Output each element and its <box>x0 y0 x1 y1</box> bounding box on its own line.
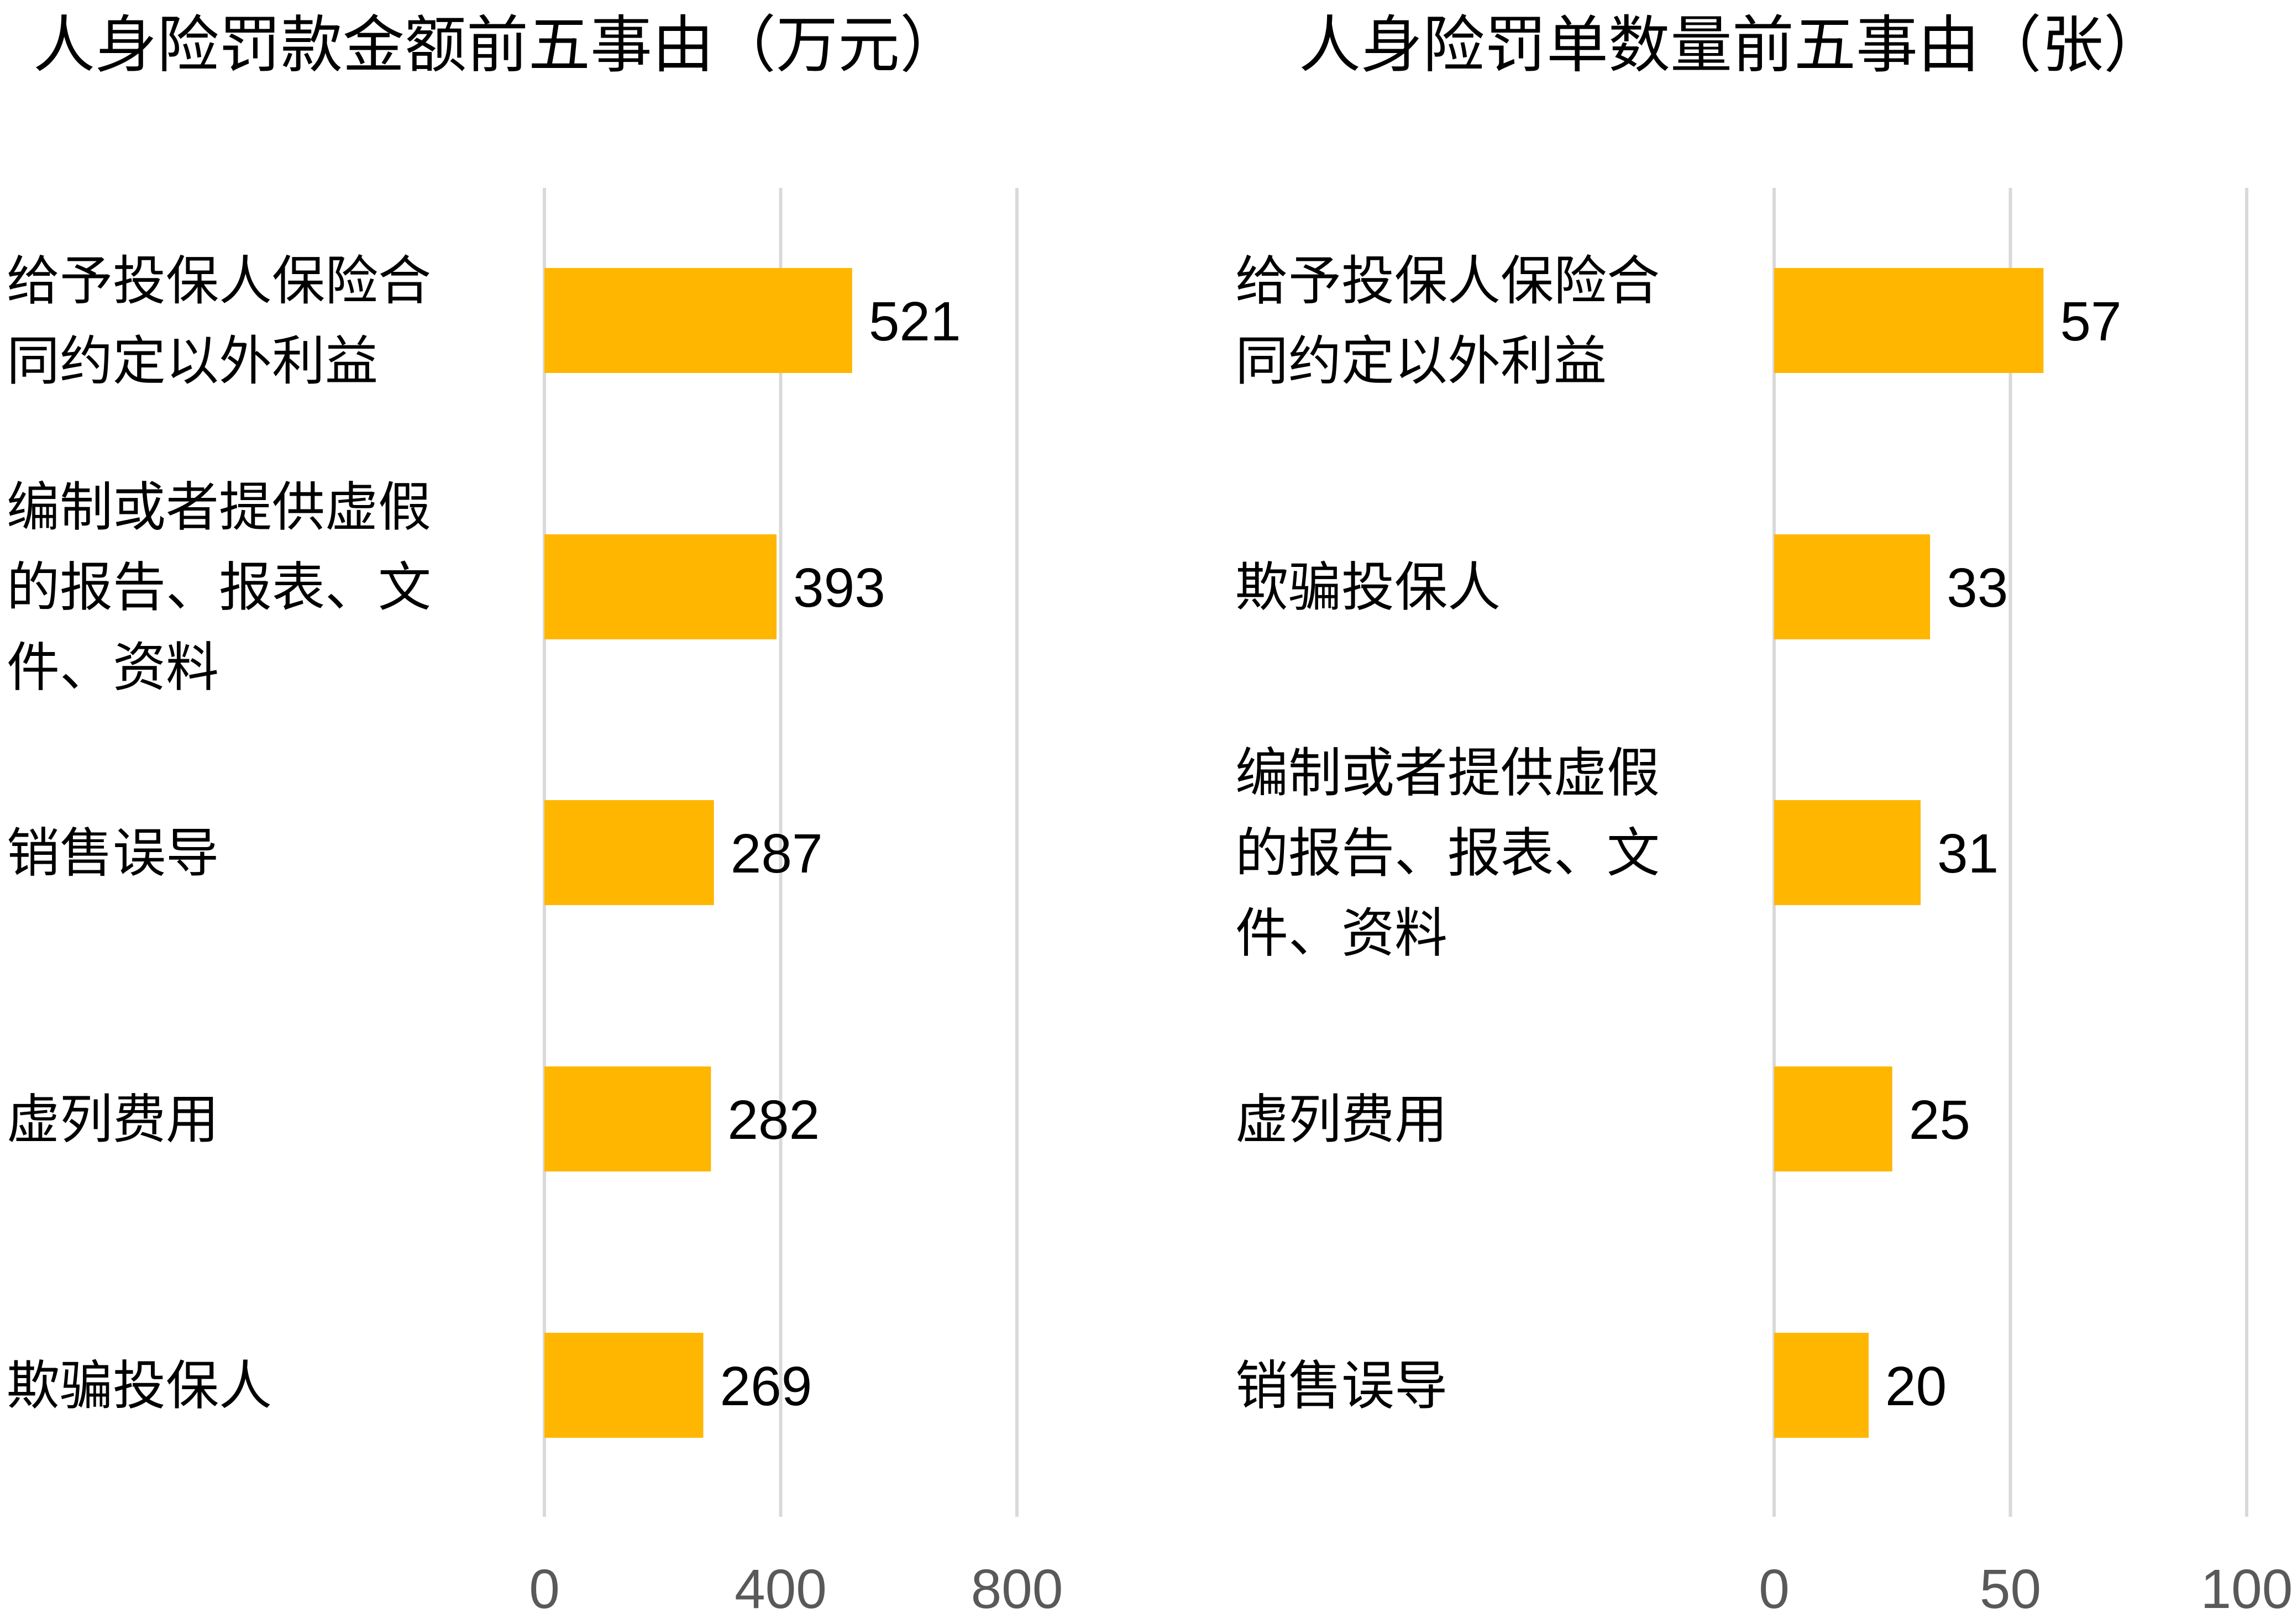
category-label: 销售误导 <box>7 822 219 884</box>
x-tick-label: 800 <box>971 1558 1063 1620</box>
category-label: 的报告、报表、文 <box>7 556 431 618</box>
chart-title: 人身险罚款金额前五事由（万元） <box>33 9 962 81</box>
left-chart-panel: 人身险罚款金额前五事由（万元） 0 400 800 521 给予投保人保险合同约定以外利益… <box>7 9 1063 1620</box>
x-tick-label: 0 <box>529 1558 560 1620</box>
x-tick-label: 100 <box>2201 1558 2292 1620</box>
bar <box>544 800 714 905</box>
bar-value-label: 282 <box>727 1089 820 1151</box>
bar <box>544 268 852 373</box>
bar-value-label: 269 <box>720 1355 812 1417</box>
category-label: 给予投保人保险合 <box>1235 250 1660 312</box>
bar-value-label: 57 <box>2060 291 2121 353</box>
bar-value-label: 33 <box>1947 557 2008 619</box>
category-label: 编制或者提供虚假 <box>7 476 431 538</box>
x-tick-label: 400 <box>735 1558 827 1620</box>
category-label: 编制或者提供虚假 <box>1235 742 1660 804</box>
bar <box>544 1333 704 1438</box>
category-label: 虚列费用 <box>7 1089 219 1150</box>
category-label: 虚列费用 <box>1235 1089 1447 1150</box>
category-label: 件、资料 <box>7 637 219 698</box>
bar-value-label: 521 <box>869 291 961 353</box>
category-label: 给予投保人保险合 <box>7 250 431 312</box>
category-label: 件、资料 <box>1235 902 1447 964</box>
x-tick-label: 0 <box>1759 1558 1790 1620</box>
bar <box>1774 1066 1892 1171</box>
bar <box>544 534 777 639</box>
bar <box>544 1066 711 1171</box>
bar-value-label: 31 <box>1937 823 1999 885</box>
bar <box>1774 1333 1869 1438</box>
x-tick-label: 50 <box>1980 1558 2041 1620</box>
bar <box>1774 800 1921 905</box>
category-label: 的报告、报表、文 <box>1235 822 1660 884</box>
bar <box>1774 534 1931 639</box>
category-label: 同约定以外利益 <box>7 330 378 392</box>
bar-value-label: 287 <box>731 823 823 885</box>
bar-value-label: 25 <box>1909 1089 1970 1151</box>
chart-title: 人身险罚单数量前五事由（张） <box>1299 9 2165 81</box>
category-label: 欺骗投保人 <box>7 1355 272 1417</box>
bar <box>1774 268 2044 373</box>
category-label: 同约定以外利益 <box>1235 330 1607 392</box>
bar-value-label: 393 <box>793 557 885 619</box>
category-label: 欺骗投保人 <box>1235 556 1501 618</box>
category-label: 销售误导 <box>1235 1355 1447 1417</box>
bar-value-label: 20 <box>1885 1355 1947 1417</box>
